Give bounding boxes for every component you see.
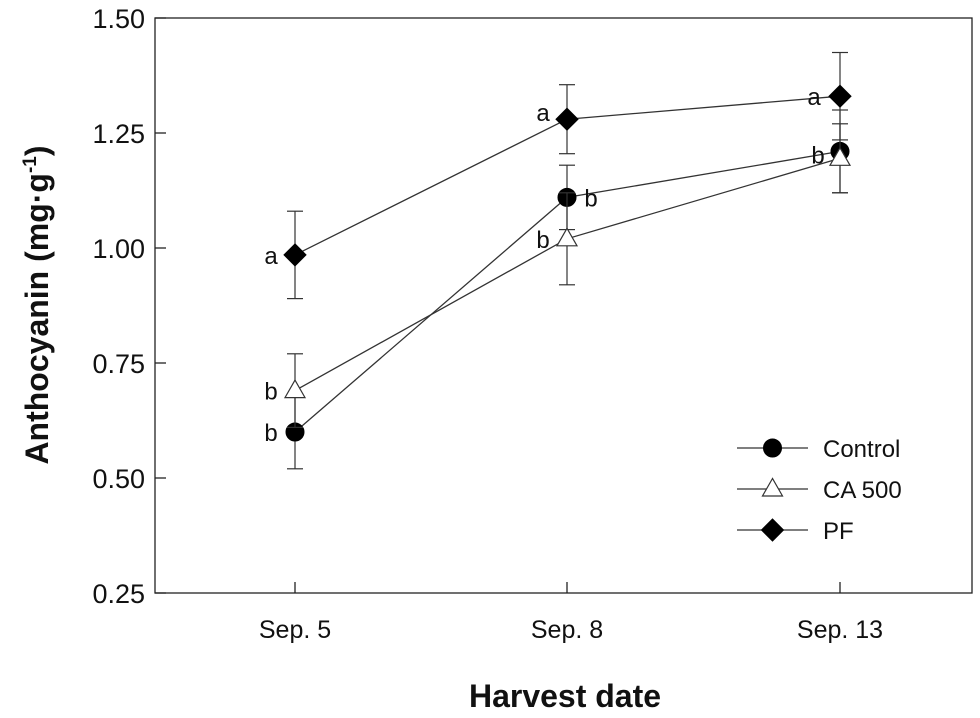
series-pf: a a a — [264, 51, 852, 300]
y-axis: 0.25 0.50 0.75 1.00 1.25 1.50 — [92, 4, 166, 609]
y-tick-label: 0.25 — [92, 579, 145, 609]
plot-frame — [154, 17, 973, 594]
x-axis-title: Harvest date — [469, 678, 661, 714]
legend-item-ca-500: CA 500 — [737, 477, 902, 504]
significance-label: b — [264, 420, 277, 447]
y-axis-title-end: ) — [19, 145, 55, 156]
y-tick-label: 0.50 — [92, 464, 145, 494]
data-point — [555, 227, 579, 247]
y-axis-title-superscript: -1 — [20, 156, 41, 173]
legend: Control CA 500 PF — [737, 436, 902, 545]
data-point — [283, 378, 307, 399]
y-axis-title: Anthocyanin (mg·g-1) — [19, 145, 55, 464]
significance-label: b — [264, 379, 277, 406]
legend-marker — [760, 518, 785, 542]
legend-marker — [761, 477, 784, 497]
x-tick-label: Sep. 8 — [531, 616, 603, 644]
data-point — [828, 146, 852, 166]
x-axis: Sep. 5 Sep. 8 Sep. 13 — [259, 582, 883, 644]
significance-label: a — [536, 100, 550, 127]
x-tick-label: Sep. 5 — [259, 616, 331, 644]
data-point — [828, 84, 852, 108]
significance-label: a — [264, 243, 278, 270]
data-point — [555, 107, 579, 131]
series-control: bbb — [264, 109, 850, 470]
legend-label: CA 500 — [823, 477, 902, 504]
legend-item-pf: PF — [737, 518, 854, 545]
legend-marker — [763, 438, 782, 458]
y-tick-label: 1.25 — [92, 119, 145, 149]
significance-label: b — [811, 142, 824, 169]
y-tick-label: 1.00 — [92, 234, 145, 264]
y-axis-title-main: Anthocyanin (mg·g — [19, 173, 55, 465]
legend-item-control: Control — [737, 436, 900, 463]
x-tick-label: Sep. 13 — [797, 616, 883, 644]
series-ca-500: bb — [264, 123, 852, 428]
significance-label: b — [584, 185, 597, 212]
y-tick-label: 1.50 — [92, 4, 145, 34]
legend-label: PF — [823, 518, 854, 545]
significance-label: b — [536, 227, 549, 254]
data-point — [283, 243, 307, 267]
significance-label: a — [807, 84, 821, 111]
legend-label: Control — [823, 436, 900, 463]
y-tick-label: 0.75 — [92, 349, 145, 379]
